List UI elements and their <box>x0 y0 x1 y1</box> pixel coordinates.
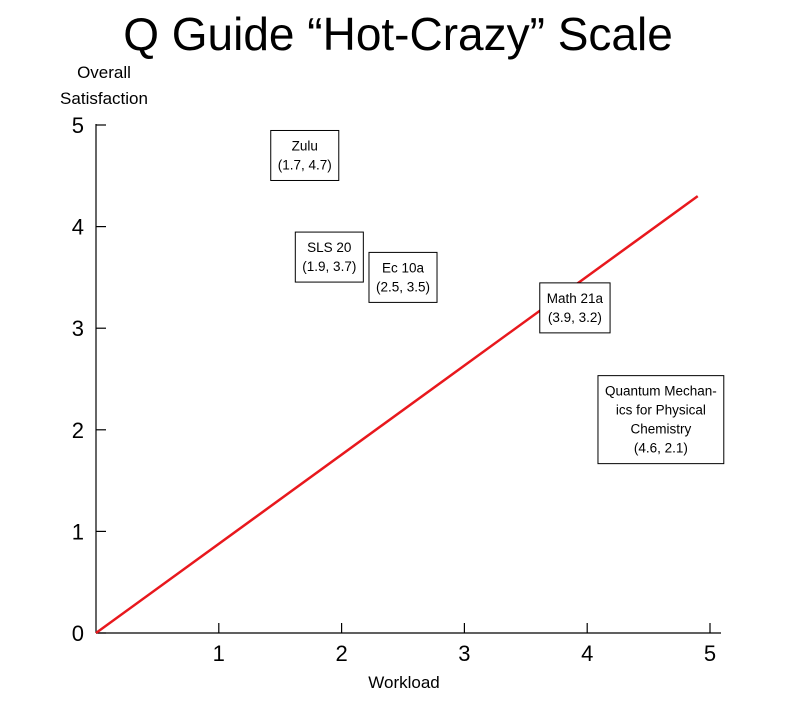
y-tick-label: 5 <box>72 113 84 138</box>
data-point-box-border <box>539 282 611 334</box>
chart-title: Q Guide “Hot-Crazy” Scale <box>123 8 673 60</box>
data-point-box-border <box>368 251 438 303</box>
x-tick-label: 2 <box>335 641 347 666</box>
x-tick-label: 1 <box>213 641 225 666</box>
y-axis-title-line-1: Overall <box>77 63 131 82</box>
y-axis-title-line-2: Satisfaction <box>60 89 148 108</box>
y-tick-label: 1 <box>72 519 84 544</box>
x-tick-label: 5 <box>704 641 716 666</box>
data-point-box-border <box>270 129 340 181</box>
data-point-label: Math 21a <box>547 291 604 306</box>
data-point-label: Zulu <box>292 138 318 153</box>
y-tick-label: 0 <box>72 621 84 646</box>
data-point-labels: Zulu (1.7, 4.7) SLS 20 (1.9, 3.7) Ec 10a (2.5… <box>270 129 725 465</box>
data-point-label: (1.7, 4.7) <box>278 157 332 172</box>
x-tick-label: 4 <box>581 641 593 666</box>
data-point-box: Ec 10a (2.5, 3.5) <box>368 251 438 303</box>
data-point-label: (2.5, 3.5) <box>376 279 430 294</box>
data-point-label: ics for Physical <box>616 403 706 418</box>
data-point-box: Math 21a (3.9, 3.2) <box>539 282 611 334</box>
data-point-label: Ec 10a <box>382 260 425 275</box>
x-axis-title: Workload <box>368 673 440 692</box>
y-tick-label: 3 <box>72 316 84 341</box>
data-point-label: (1.9, 3.7) <box>302 259 356 274</box>
y-axis-ticks: 0 1 2 3 4 5 <box>72 113 106 646</box>
data-point-label: (4.6, 2.1) <box>634 441 688 456</box>
trend-line <box>95 195 699 635</box>
y-tick-label: 4 <box>72 215 84 240</box>
data-point-box-border <box>597 375 725 465</box>
data-point-box: Zulu (1.7, 4.7) <box>270 129 340 181</box>
data-point-label: Chemistry <box>630 422 691 437</box>
x-axis-ticks: 1 2 3 4 5 <box>213 623 716 666</box>
data-point-label: (3.9, 3.2) <box>548 310 602 325</box>
data-point-box: Quantum Mechan-ics for Physical Chemistry… <box>597 375 725 465</box>
data-point-label: SLS 20 <box>307 240 351 255</box>
y-tick-label: 2 <box>72 418 84 443</box>
data-point-box: SLS 20 (1.9, 3.7) <box>294 231 364 283</box>
data-point-label: Quantum Mechan- <box>605 384 717 399</box>
data-point-box-border <box>294 231 364 283</box>
x-tick-label: 3 <box>458 641 470 666</box>
